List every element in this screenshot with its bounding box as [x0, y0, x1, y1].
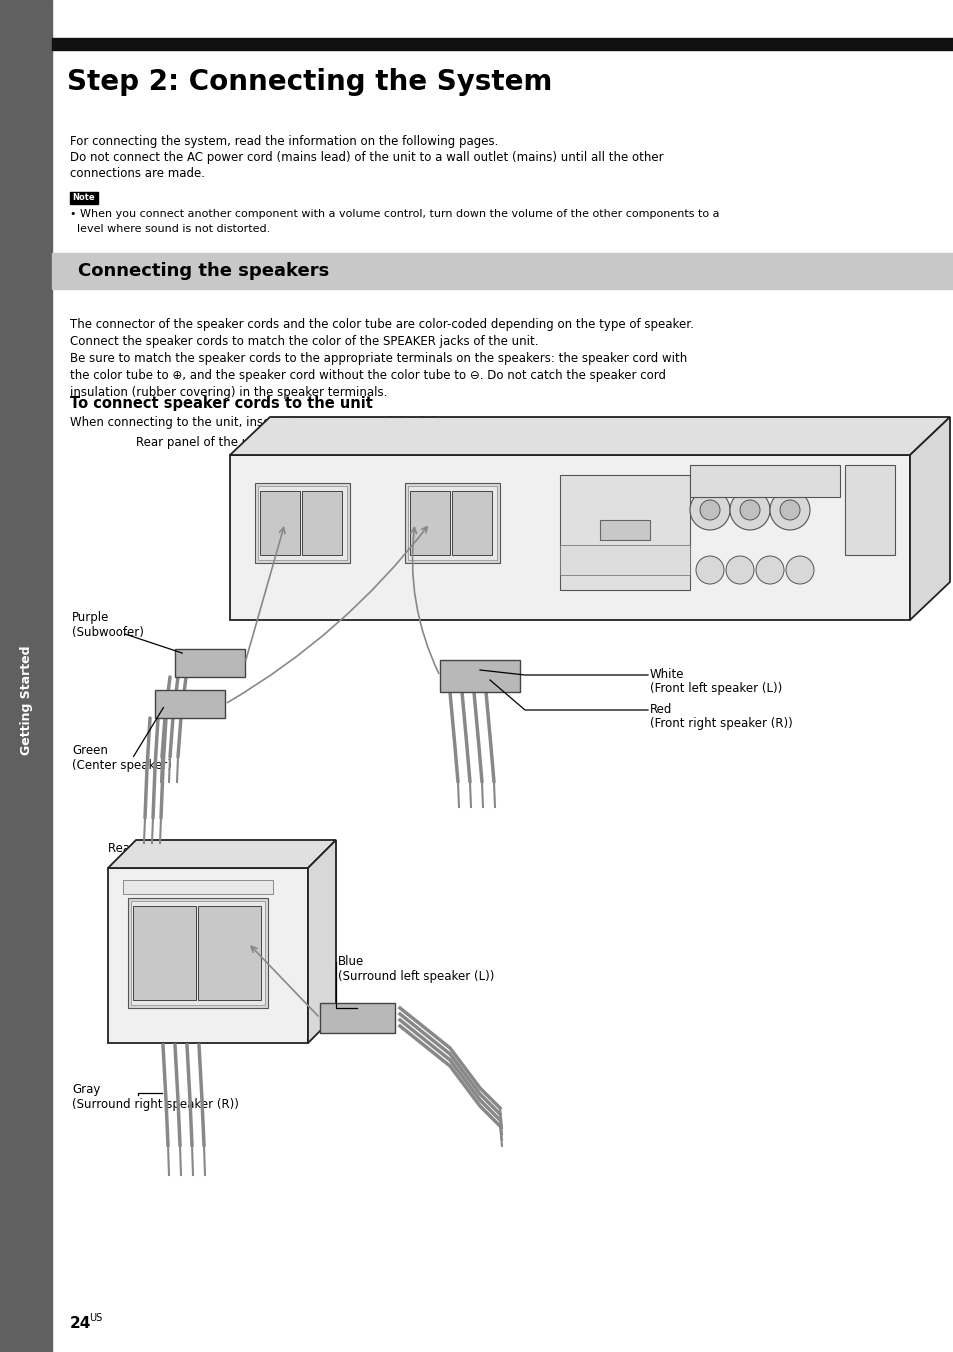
Bar [108, 868, 308, 1042]
Circle shape [755, 556, 783, 584]
Text: Rear panel of the surround amplifier: Rear panel of the surround amplifier [108, 842, 323, 854]
Text: Blue: Blue [337, 955, 364, 968]
Bar [132, 906, 195, 1000]
Text: (Center speaker): (Center speaker) [71, 758, 172, 772]
Text: When connecting to the unit, insert the connector until it clicks.: When connecting to the unit, insert the … [70, 416, 448, 429]
Text: White: White [649, 668, 684, 681]
Bar [599, 521, 649, 539]
Text: Connecting the speakers: Connecting the speakers [78, 262, 329, 280]
Text: (Front right speaker (R)): (Front right speaker (R)) [649, 717, 792, 730]
Bar [689, 465, 840, 498]
Bar [410, 491, 450, 556]
Text: insulation (rubber covering) in the speaker terminals.: insulation (rubber covering) in the spea… [70, 387, 387, 399]
Bar [257, 485, 347, 560]
Text: Do not connect the AC power cord (mains lead) of the unit to a wall outlet (main: Do not connect the AC power cord (mains … [70, 151, 663, 164]
Text: Green: Green [71, 744, 108, 757]
Bar [405, 483, 499, 562]
Bar [260, 491, 299, 556]
Bar [452, 491, 492, 556]
Bar [559, 545, 689, 575]
Text: Note: Note [72, 193, 95, 203]
Text: (Front left speaker (L)): (Front left speaker (L)) [649, 681, 781, 695]
Bar [559, 475, 689, 589]
Bar [844, 465, 894, 556]
Bar [408, 485, 497, 560]
Text: • When you connect another component with a volume control, turn down the volume: • When you connect another component wit… [70, 210, 719, 219]
Text: 24: 24 [70, 1315, 91, 1330]
Circle shape [740, 500, 760, 521]
Circle shape [689, 489, 729, 530]
Circle shape [780, 500, 800, 521]
Bar [302, 491, 341, 556]
Text: (Subwoofer): (Subwoofer) [71, 626, 144, 639]
Bar [128, 898, 268, 1009]
Text: connections are made.: connections are made. [70, 168, 205, 180]
Text: To connect speaker cords to the unit: To connect speaker cords to the unit [70, 396, 373, 411]
Polygon shape [108, 840, 335, 868]
Text: (Surround left speaker (L)): (Surround left speaker (L)) [337, 969, 494, 983]
Bar [230, 456, 909, 621]
Circle shape [700, 500, 720, 521]
Polygon shape [230, 416, 949, 456]
Bar [70, 192, 98, 204]
Bar [0, 0, 52, 1352]
Text: Red: Red [649, 703, 672, 717]
Text: Purple: Purple [71, 611, 110, 625]
Bar [198, 906, 261, 1000]
Text: Step 2: Connecting the System: Step 2: Connecting the System [67, 68, 552, 96]
Circle shape [769, 489, 809, 530]
Text: Getting Started: Getting Started [19, 645, 32, 754]
Bar [174, 649, 245, 677]
Bar [439, 660, 519, 692]
Text: Connect the speaker cords to match the color of the SPEAKER jacks of the unit.: Connect the speaker cords to match the c… [70, 335, 537, 347]
Bar [254, 483, 350, 562]
Text: Rear panel of the unit: Rear panel of the unit [136, 435, 265, 449]
Text: For connecting the system, read the information on the following pages.: For connecting the system, read the info… [70, 135, 497, 147]
Text: (Surround right speaker (R)): (Surround right speaker (R)) [71, 1098, 238, 1111]
Polygon shape [909, 416, 949, 621]
Text: Be sure to match the speaker cords to the appropriate terminals on the speakers:: Be sure to match the speaker cords to th… [70, 352, 686, 365]
Bar [52, 38, 953, 50]
Text: the color tube to ⊕, and the speaker cord without the color tube to ⊖. Do not ca: the color tube to ⊕, and the speaker cor… [70, 369, 665, 383]
Bar [154, 690, 225, 718]
Circle shape [725, 556, 753, 584]
Text: US: US [89, 1313, 102, 1324]
Bar [319, 1003, 395, 1033]
Text: Gray: Gray [71, 1083, 100, 1096]
Circle shape [785, 556, 813, 584]
Bar [131, 900, 265, 1005]
Polygon shape [308, 840, 335, 1042]
Text: The connector of the speaker cords and the color tube are color-coded depending : The connector of the speaker cords and t… [70, 318, 693, 331]
Circle shape [729, 489, 769, 530]
Text: level where sound is not distorted.: level where sound is not distorted. [70, 224, 270, 234]
Bar [123, 880, 273, 894]
Bar [52, 253, 953, 289]
Circle shape [696, 556, 723, 584]
